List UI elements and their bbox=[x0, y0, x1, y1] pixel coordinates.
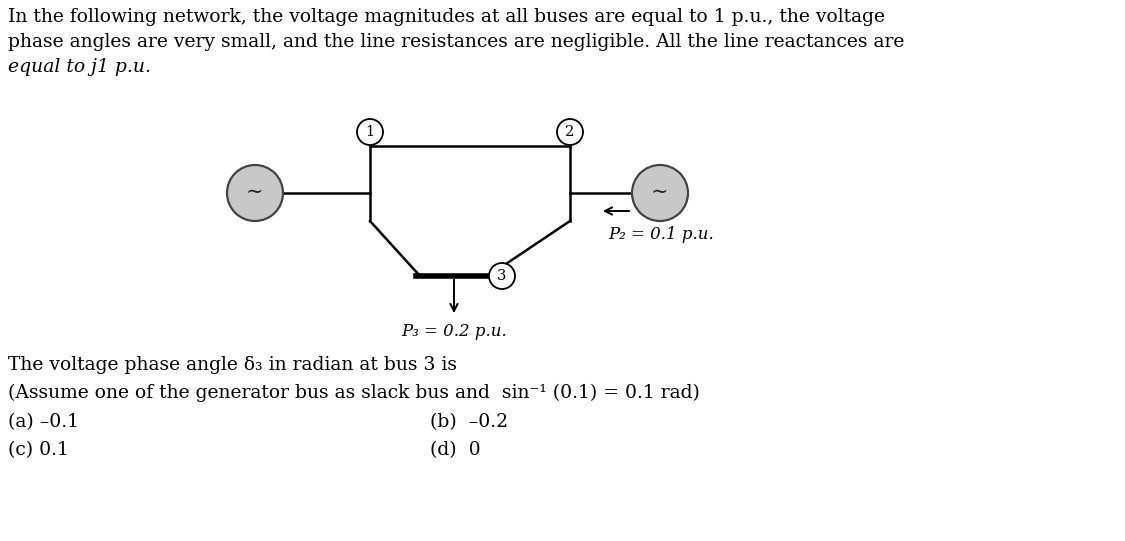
Text: 1: 1 bbox=[366, 125, 375, 139]
Text: P₂ = 0.1 p.u.: P₂ = 0.1 p.u. bbox=[608, 226, 713, 243]
Text: equal to j1 p.u.: equal to j1 p.u. bbox=[8, 58, 151, 76]
Text: phase angles are very small, and the line resistances are negligible. All the li: phase angles are very small, and the lin… bbox=[8, 33, 904, 51]
Circle shape bbox=[557, 119, 583, 145]
Text: ∼: ∼ bbox=[651, 182, 668, 201]
Text: In the following network, the voltage magnitudes at all buses are equal to 1 p.u: In the following network, the voltage ma… bbox=[8, 8, 885, 26]
Circle shape bbox=[489, 263, 515, 289]
Circle shape bbox=[357, 119, 382, 145]
Text: ∼: ∼ bbox=[246, 182, 263, 201]
Circle shape bbox=[632, 165, 688, 221]
Circle shape bbox=[227, 165, 284, 221]
Text: 2: 2 bbox=[566, 125, 575, 139]
Text: (c) 0.1: (c) 0.1 bbox=[8, 441, 69, 459]
Text: P₃ = 0.2 p.u.: P₃ = 0.2 p.u. bbox=[402, 323, 507, 340]
Text: (Assume one of the generator bus as slack bus and  sin⁻¹ (0.1) = 0.1 rad): (Assume one of the generator bus as slac… bbox=[8, 384, 700, 403]
Text: 3: 3 bbox=[497, 269, 506, 283]
Text: The voltage phase angle δ₃ in radian at bus 3 is: The voltage phase angle δ₃ in radian at … bbox=[8, 356, 457, 374]
Text: (d)  0: (d) 0 bbox=[430, 441, 480, 459]
Text: (b)  –0.2: (b) –0.2 bbox=[430, 413, 508, 431]
Text: (a) –0.1: (a) –0.1 bbox=[8, 413, 79, 431]
